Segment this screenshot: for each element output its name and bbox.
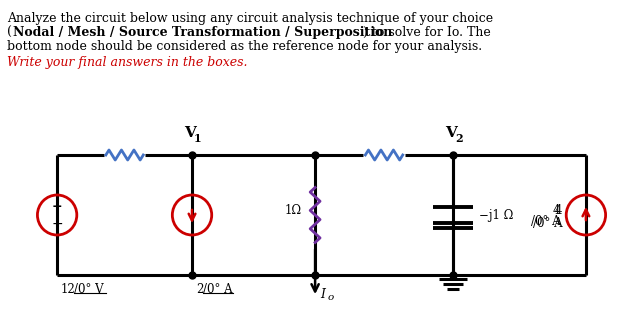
- Text: Analyze the circuit below using any circuit analysis technique of your choice: Analyze the circuit below using any circ…: [7, 12, 493, 25]
- Text: V: V: [184, 126, 196, 140]
- Text: ) to solve for Io. The: ) to solve for Io. The: [363, 26, 491, 39]
- Text: /0° V: /0° V: [74, 283, 103, 296]
- Text: −j1 Ω: −j1 Ω: [478, 208, 513, 221]
- Text: bottom node should be considered as the reference node for your analysis.: bottom node should be considered as the …: [7, 40, 482, 53]
- Text: /0° A: /0° A: [531, 215, 560, 228]
- Text: /0° A: /0° A: [203, 283, 233, 296]
- Text: 4: 4: [555, 203, 562, 216]
- Text: 4: 4: [553, 203, 560, 216]
- Text: V: V: [445, 126, 457, 140]
- Text: 2: 2: [196, 283, 203, 296]
- Text: (: (: [7, 26, 12, 39]
- Text: 1Ω: 1Ω: [284, 204, 301, 217]
- Text: +: +: [52, 199, 62, 212]
- Text: 2: 2: [455, 133, 463, 144]
- Text: I: I: [320, 288, 325, 301]
- Text: −: −: [51, 217, 63, 231]
- Text: 12: 12: [61, 283, 76, 296]
- Text: o: o: [328, 293, 334, 302]
- Text: Nodal / Mesh / Source Transformation / Superposition: Nodal / Mesh / Source Transformation / S…: [13, 26, 392, 39]
- Text: /0° A: /0° A: [532, 216, 562, 229]
- Text: 1: 1: [194, 133, 202, 144]
- Text: Write your final answers in the boxes.: Write your final answers in the boxes.: [7, 56, 248, 69]
